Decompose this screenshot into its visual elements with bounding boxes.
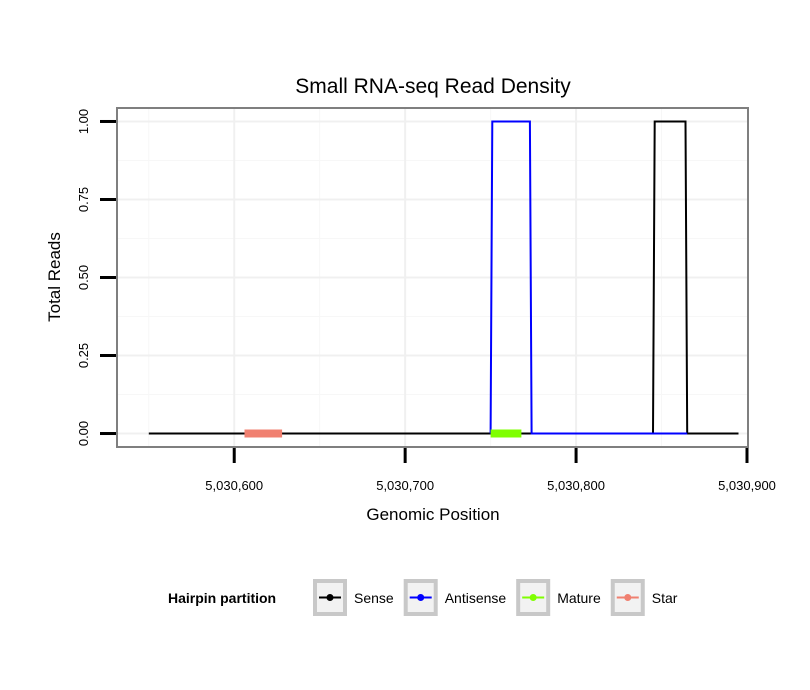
axes: 5,030,600 5,030,700 5,030,800 5,030,900 0.00… bbox=[76, 109, 776, 493]
x-axis-title: Genomic Position bbox=[366, 505, 499, 524]
x-tick-label: 5,030,800 bbox=[547, 478, 605, 493]
y-tick-label: 1.00 bbox=[76, 109, 91, 134]
legend-item-antisense: Antisense bbox=[403, 579, 507, 616]
legend-item-star: Star bbox=[610, 579, 678, 616]
y-axis-title: Total Reads bbox=[45, 232, 64, 322]
legend-item-sense: Sense bbox=[313, 579, 394, 616]
legend-item-mature: Mature bbox=[516, 579, 601, 616]
legend: Hairpin partition Sense Antisense Mature St… bbox=[168, 579, 678, 616]
plot-panel-border bbox=[116, 107, 749, 448]
x-tick-label: 5,030,900 bbox=[718, 478, 776, 493]
legend-title: Hairpin partition bbox=[168, 590, 276, 606]
legend-key-dot bbox=[417, 594, 425, 601]
legend-label: Antisense bbox=[445, 590, 507, 606]
chart-title: Small RNA-seq Read Density bbox=[295, 75, 571, 98]
legend-key-dot bbox=[326, 594, 334, 601]
series-layer bbox=[148, 120, 739, 438]
legend-key-dot bbox=[529, 594, 537, 601]
legend-label: Mature bbox=[557, 590, 601, 606]
legend-key-dot bbox=[624, 594, 632, 601]
legend-label: Sense bbox=[354, 590, 394, 606]
y-tick-label: 0.50 bbox=[76, 265, 91, 290]
x-tick-label: 5,030,700 bbox=[376, 478, 434, 493]
y-tick-label: 0.00 bbox=[76, 421, 91, 446]
legend-label: Star bbox=[652, 590, 678, 606]
y-tick-label: 0.25 bbox=[76, 343, 91, 368]
series-antisense-line bbox=[489, 120, 688, 435]
y-tick-label: 0.75 bbox=[76, 187, 91, 212]
x-tick-label: 5,030,600 bbox=[205, 478, 263, 493]
